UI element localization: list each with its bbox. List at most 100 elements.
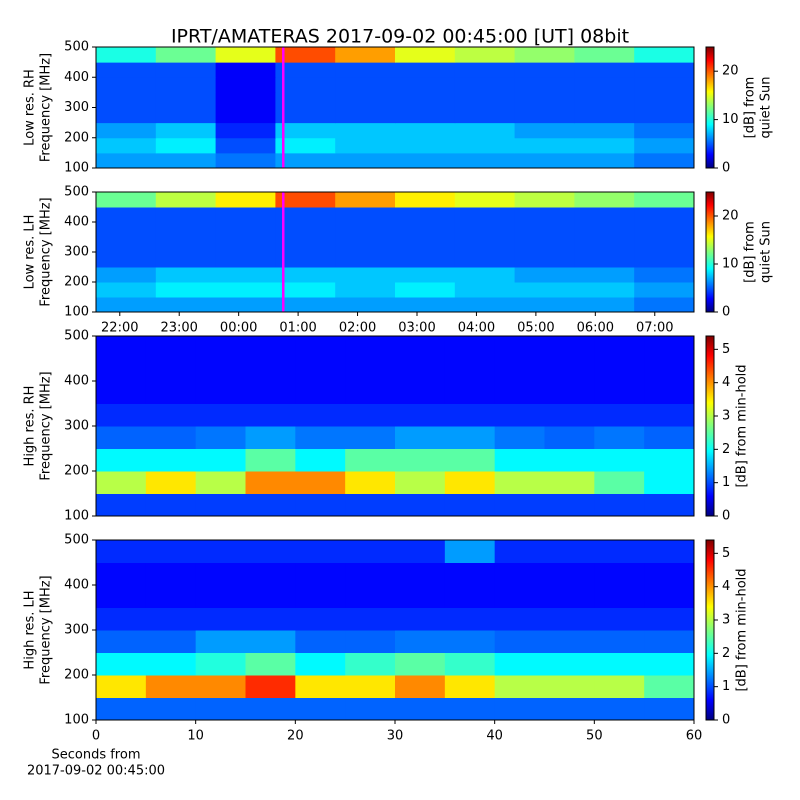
heatmap-cell [245,448,296,472]
heatmap-cell [494,448,545,472]
x-tick-label: 50 [586,729,603,744]
heatmap-cell [634,77,695,93]
x-tick-label: 04:00 [458,321,495,336]
heatmap-cell [195,675,246,698]
y-axis-label: Frequency [MHz] [39,197,54,306]
heatmap-cell [145,403,197,427]
heatmap-cell [96,222,157,238]
heatmap-cell [155,47,217,63]
heatmap-cell [514,47,575,63]
heatmap-cell [335,122,396,139]
heatmap-cell [395,697,446,721]
heatmap-cell [275,282,336,298]
heatmap-cell [345,358,396,382]
heatmap-cell [195,652,246,676]
heatmap-cell [634,47,695,63]
heatmap-cell [345,697,396,721]
heatmap-cell [345,630,396,653]
heatmap-cell [96,297,157,313]
heatmap-cell [335,237,396,253]
heatmap-cell [395,381,446,404]
heatmap-cell [544,585,595,608]
heatmap-cell [145,630,197,653]
heatmap-cell [245,403,296,427]
heatmap-cell [444,562,496,586]
heatmap-cell [295,358,346,382]
heatmap-cell [514,297,575,313]
y-tick-label: 400 [64,578,89,593]
heatmap-cell [295,426,346,449]
heatmap-cell [395,675,446,698]
heatmap-cell [574,62,635,78]
heatmap-cell [594,585,645,608]
heatmap-cell [594,607,645,631]
heatmap-cell [574,47,635,63]
heatmap-cell [245,585,296,608]
heatmap-cell [544,562,595,586]
heatmap-cell [275,62,336,78]
colorbar-label: [dB] from min-hold [735,568,750,691]
heatmap-cell [195,471,246,494]
heatmap-cell [245,493,296,517]
heatmap-cell [145,336,197,359]
heatmap-cell [634,137,695,154]
heatmap-cell [145,471,197,494]
heatmap-cell [96,137,157,154]
heatmap-cell [594,630,645,653]
heatmap-cell [96,47,157,63]
colorbar-tick-label: 0 [722,305,730,320]
heatmap-cell [245,426,296,449]
heatmap-cell [245,697,296,721]
y-tick-label: 100 [64,305,89,320]
heatmap-cell [395,122,456,139]
figure-title: IPRT/AMATERAS 2017-09-02 00:45:00 [UT] 0… [171,26,629,48]
heatmap-cell [444,675,496,698]
heatmap-cell [454,237,516,253]
heatmap-cell [544,540,595,563]
heatmap-cell [275,92,336,108]
x-tick-label: 00:00 [220,321,257,336]
heatmap-cell [454,152,516,169]
heatmap-cell [594,562,645,586]
x-tick-label: 30 [387,729,404,744]
heatmap-cell [594,358,645,382]
heatmap-cell [96,540,147,563]
y-tick-label: 500 [64,40,89,55]
heatmap-cell [395,252,456,268]
heatmap-cell [395,493,446,517]
heatmap-cell [644,675,695,698]
heatmap-cell [215,282,276,298]
heatmap-cell [514,222,575,238]
heatmap-cell [96,381,147,404]
heatmap-cell [454,137,516,154]
heatmap-cell [574,207,635,223]
heatmap-cell [155,237,217,253]
heatmap-cell [335,137,396,154]
heatmap-cell [275,137,336,154]
heatmap-cell [494,493,545,517]
heatmap-cell [634,237,695,253]
heatmap-cell [295,697,346,721]
heatmap-cell [574,137,635,154]
heatmap-cell [195,426,246,449]
heatmap-cell [195,630,246,653]
heatmap-cell [215,62,276,78]
heatmap-cell [155,282,217,298]
heatmap-cell [245,630,296,653]
heatmap-cell [215,92,276,108]
heatmap-cell [96,92,157,108]
heatmap-cell [634,192,695,208]
heatmap-cell [275,107,336,124]
heatmap-cell [395,652,446,676]
heatmap-cell [155,62,217,78]
heatmap-cell [295,381,346,404]
heatmap-cell [454,47,516,63]
heatmap-cell [574,237,635,253]
colorbar-label: quiet Sun [759,221,774,283]
heatmap-cell [634,122,695,139]
heatmap-cell [145,358,197,382]
colorbar-tick-label: 0 [722,161,730,176]
heatmap-cell [195,562,246,586]
colorbar-tick-label: 3 [722,613,730,628]
heatmap-cell [634,297,695,313]
